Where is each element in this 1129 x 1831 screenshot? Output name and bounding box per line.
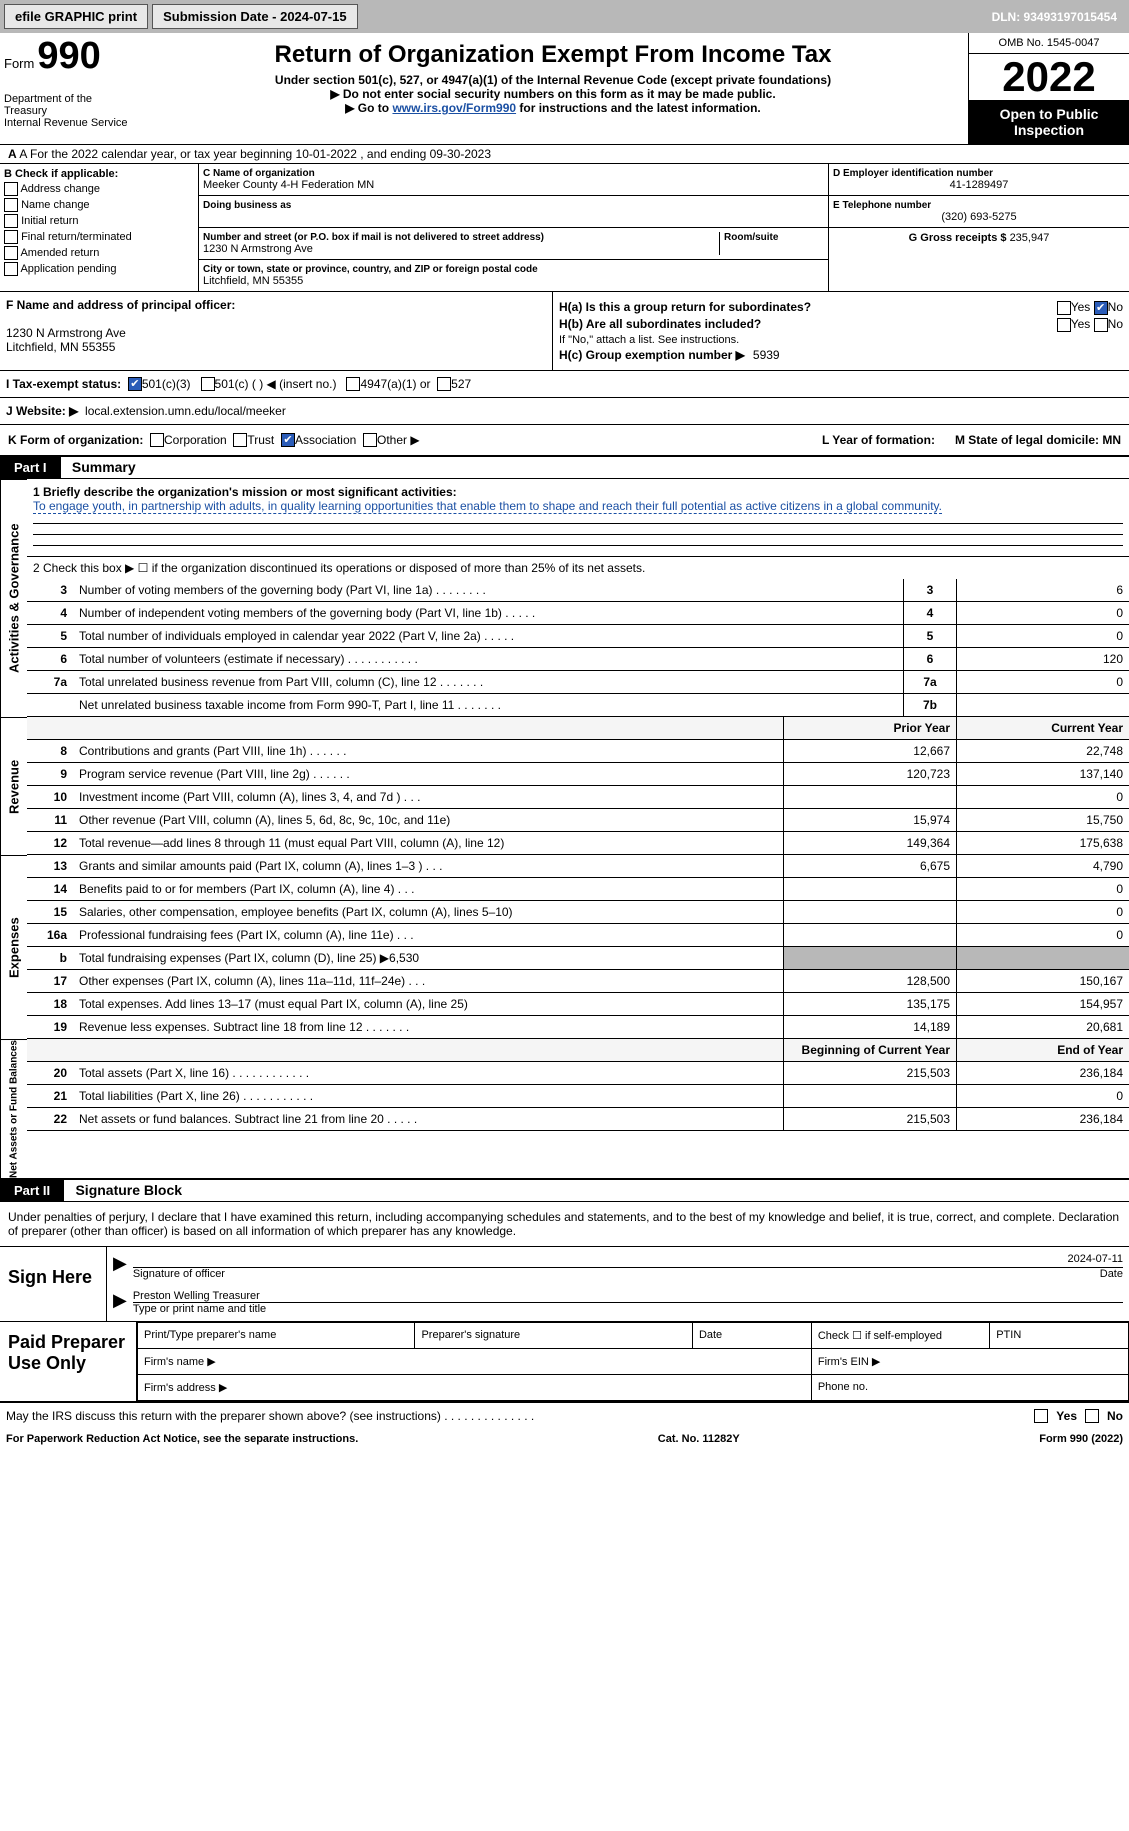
irs-link[interactable]: www.irs.gov/Form990 [392,101,516,115]
form-header: Form 990 Department of the Treasury Inte… [0,33,1129,145]
ein: 41-1289497 [833,179,1125,191]
submission-date-box: Submission Date - 2024-07-15 [152,4,358,29]
box-b-title: B Check if applicable: [4,168,118,180]
table-ag: 3Number of voting members of the governi… [27,579,1129,717]
irs-label: Internal Revenue Service [4,117,134,129]
mission-text: To engage youth, in partnership with adu… [33,499,942,514]
row-k: K Form of organization: Corporation Trus… [0,425,1129,457]
row-j: J Website: ▶ local.extension.umn.edu/loc… [0,398,1129,425]
form-title: Return of Organization Exempt From Incom… [142,41,964,69]
gross-receipts: 235,947 [1010,232,1050,244]
side-ag: Activities & Governance [0,479,27,717]
part-i-header: Part I Summary [0,457,1129,479]
signature-declaration: Under penalties of perjury, I declare th… [0,1202,1129,1246]
open-to-public: Open to Public Inspection [969,100,1129,144]
dln-label: DLN: 93493197015454 [992,10,1125,24]
signer-name: Preston Welling Treasurer [133,1290,1123,1303]
note-link: ▶ Go to www.irs.gov/Form990 for instruct… [142,101,964,115]
note-ssn: ▶ Do not enter social security numbers o… [142,87,964,101]
side-naf: Net Assets or Fund Balances [0,1039,27,1178]
efile-button[interactable]: efile GRAPHIC print [4,4,148,29]
omb-number: OMB No. 1545-0047 [969,33,1129,54]
org-name: Meeker County 4-H Federation MN [203,179,824,191]
group-exemption: 5939 [753,348,780,362]
dept-label: Department of the Treasury [4,93,134,117]
form-word: Form [4,56,34,71]
last-row: For Paperwork Reduction Act Notice, see … [0,1429,1129,1449]
website: local.extension.umn.edu/local/meeker [85,404,286,418]
top-bar: efile GRAPHIC print Submission Date - 20… [0,0,1129,33]
table-naf: Beginning of Current YearEnd of Year20To… [27,1039,1129,1131]
street-address: 1230 N Armstrong Ave [203,243,719,255]
form-subtitle: Under section 501(c), 527, or 4947(a)(1)… [142,73,964,87]
phone: (320) 693-5275 [833,211,1125,223]
row-i: I Tax-exempt status: 501(c)(3) 501(c) ( … [0,371,1129,398]
part-ii-header: Part II Signature Block [0,1180,1129,1202]
side-exp: Expenses [0,855,27,1039]
table-exp: 13Grants and similar amounts paid (Part … [27,855,1129,1039]
table-rev: Prior YearCurrent Year8Contributions and… [27,717,1129,855]
mission-block: 1 Briefly describe the organization's mi… [27,479,1129,557]
sign-date: 2024-07-11 [1068,1253,1123,1265]
line-2: 2 Check this box ▶ ☐ if the organization… [27,557,1129,579]
tax-year: 2022 [969,54,1129,100]
form-number: 990 [37,35,100,77]
line-a: A A For the 2022 calendar year, or tax y… [0,145,1129,164]
side-rev: Revenue [0,717,27,855]
section-f-h: F Name and address of principal officer:… [0,292,1129,371]
discuss-row: May the IRS discuss this return with the… [0,1403,1129,1429]
section-b-to-g: B Check if applicable: Address change Na… [0,164,1129,292]
paid-preparer-block: Paid Preparer Use Only Print/Type prepar… [0,1322,1129,1403]
city-state-zip: Litchfield, MN 55355 [203,275,824,287]
sign-here-block: Sign Here ▶ 2024-07-11 Signature of offi… [0,1246,1129,1322]
